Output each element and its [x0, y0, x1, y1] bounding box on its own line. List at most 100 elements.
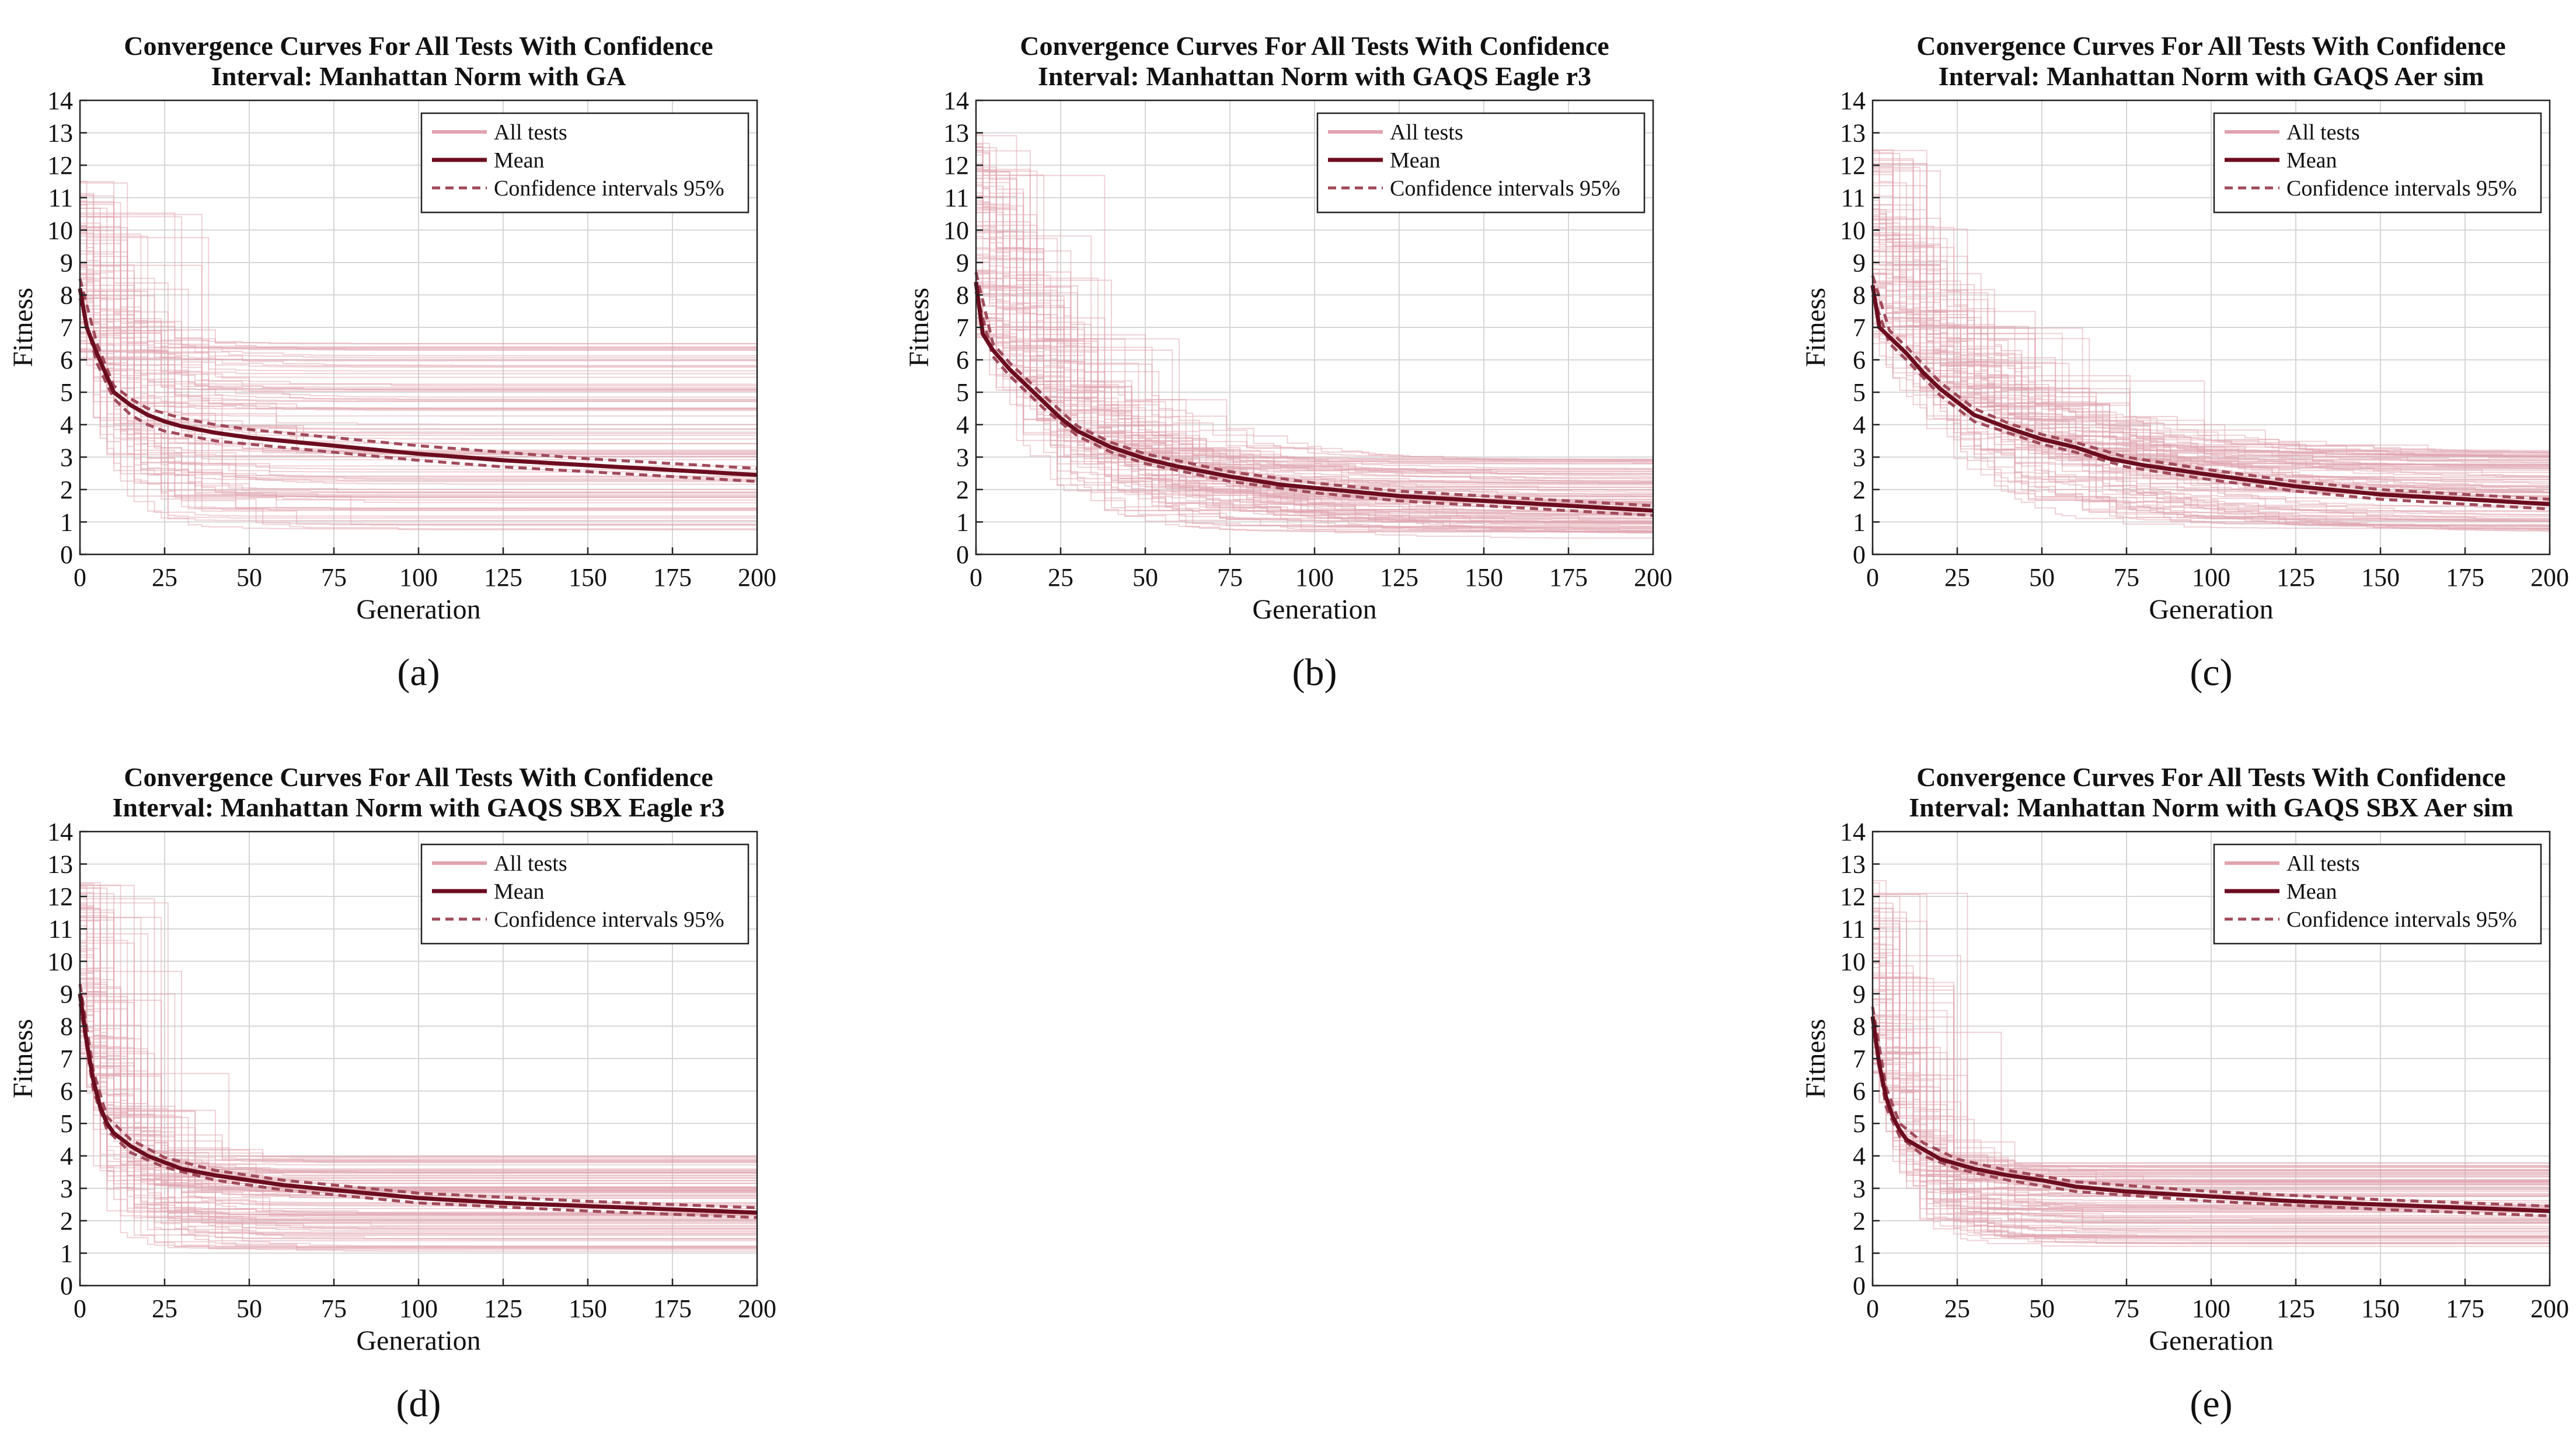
y-tick-label: 10 — [47, 216, 73, 245]
y-tick-label: 8 — [60, 281, 73, 309]
y-tick-label: 5 — [1853, 378, 1866, 407]
legend-mean-label: Mean — [494, 879, 545, 904]
legend-all-tests-label: All tests — [2286, 851, 2360, 876]
x-tick-label: 200 — [738, 563, 776, 592]
x-tick-label: 125 — [484, 563, 522, 592]
panel-label: (d) — [396, 1382, 441, 1425]
legend: All testsMeanConfidence intervals 95% — [2214, 113, 2541, 212]
chart-panel-c: 0 25 50 75 100 125 150 175 200012345678910111213… — [1800, 31, 2569, 694]
x-tick-label: 125 — [2277, 563, 2315, 592]
y-tick-label: 7 — [60, 313, 73, 342]
y-tick-label: 2 — [1853, 476, 1866, 504]
legend-mean-label: Mean — [494, 148, 545, 173]
y-tick-label: 14 — [943, 86, 969, 115]
x-tick-label: 50 — [236, 1294, 262, 1323]
x-tick-label: 75 — [1217, 563, 1243, 592]
y-tick-label: 14 — [1840, 818, 1866, 846]
y-tick-label: 6 — [1853, 346, 1866, 375]
y-axis-label: Fitness — [8, 288, 39, 367]
x-tick-label: 125 — [1380, 563, 1418, 592]
x-tick-label: 25 — [152, 1294, 177, 1323]
x-tick-label: 200 — [738, 1294, 776, 1323]
chart-title-line2: Interval: Manhattan Norm with GAQS SBX E… — [112, 792, 724, 822]
y-tick-label: 14 — [1840, 86, 1866, 115]
x-tick-label: 0 — [74, 563, 86, 592]
legend-all-tests-label: All tests — [494, 120, 567, 145]
y-tick-label: 1 — [956, 508, 969, 536]
y-tick-label: 9 — [60, 980, 73, 1008]
legend: All testsMeanConfidence intervals 95% — [1317, 113, 1644, 212]
y-tick-label: 0 — [1853, 540, 1866, 569]
y-tick-label: 0 — [60, 540, 73, 569]
y-tick-label: 7 — [1853, 1045, 1866, 1073]
figure: 0 25 50 75 100 125 150 175 200012345678910111213… — [0, 0, 2576, 1442]
y-tick-label: 1 — [1853, 1239, 1866, 1268]
x-tick-label: 75 — [2114, 1294, 2139, 1323]
x-tick-label: 25 — [1944, 1294, 1970, 1323]
y-tick-label: 12 — [1840, 882, 1866, 911]
y-tick-label: 7 — [956, 313, 969, 342]
y-tick-label: 1 — [60, 508, 73, 536]
x-tick-label: 175 — [653, 1294, 692, 1323]
y-tick-label: 13 — [943, 119, 969, 148]
y-tick-label: 9 — [60, 249, 73, 277]
x-tick-label: 0 — [74, 1294, 86, 1323]
y-tick-label: 2 — [956, 476, 969, 504]
chart-title-line2: Interval: Manhattan Norm with GA — [211, 61, 626, 91]
chart-title-line2: Interval: Manhattan Norm with GAQS Eagle… — [1038, 61, 1591, 91]
x-tick-label: 0 — [1866, 1294, 1879, 1323]
y-tick-label: 11 — [48, 184, 73, 212]
chart-panel-e: 0 25 50 75 100 125 150 175 200012345678910111213… — [1800, 762, 2569, 1425]
x-tick-label: 175 — [2446, 563, 2484, 592]
y-tick-label: 1 — [60, 1239, 73, 1268]
y-tick-label: 13 — [1840, 850, 1866, 879]
y-tick-label: 9 — [956, 249, 969, 277]
y-tick-label: 4 — [956, 411, 969, 439]
x-tick-label: 50 — [2029, 563, 2055, 592]
y-tick-label: 9 — [1853, 249, 1866, 277]
y-tick-label: 8 — [1853, 1012, 1866, 1041]
x-axis-label: Generation — [356, 1325, 480, 1356]
chart-title-line1: Convergence Curves For All Tests With Co… — [124, 762, 713, 792]
legend-ci-label: Confidence intervals 95% — [494, 176, 724, 201]
x-tick-label: 0 — [970, 563, 982, 592]
x-tick-label: 25 — [152, 563, 177, 592]
x-tick-label: 150 — [569, 563, 607, 592]
y-tick-label: 8 — [956, 281, 969, 309]
x-tick-label: 75 — [2114, 563, 2139, 592]
y-tick-label: 13 — [47, 850, 73, 879]
chart-title-line1: Convergence Curves For All Tests With Co… — [124, 31, 713, 61]
chart-panel-d: 0 25 50 75 100 125 150 175 200012345678910111213… — [8, 762, 776, 1425]
legend-all-tests-label: All tests — [1390, 120, 1463, 145]
y-tick-label: 9 — [1853, 980, 1866, 1008]
y-axis-label: Fitness — [1800, 1019, 1831, 1098]
y-tick-label: 6 — [1853, 1077, 1866, 1106]
y-tick-label: 10 — [1840, 216, 1866, 245]
y-tick-label: 11 — [48, 915, 73, 944]
y-tick-label: 0 — [60, 1272, 73, 1300]
x-tick-label: 50 — [2029, 1294, 2055, 1323]
chart-panel-a: 0 25 50 75 100 125 150 175 200012345678910111213… — [8, 31, 776, 694]
y-tick-label: 3 — [60, 443, 73, 472]
y-tick-label: 13 — [1840, 119, 1866, 148]
x-tick-label: 150 — [569, 1294, 607, 1323]
y-tick-label: 10 — [943, 216, 969, 245]
y-tick-label: 4 — [1853, 1142, 1866, 1171]
legend-ci-label: Confidence intervals 95% — [2286, 907, 2517, 932]
x-axis-label: Generation — [2149, 1325, 2273, 1356]
legend-ci-label: Confidence intervals 95% — [494, 907, 724, 932]
y-axis-label: Fitness — [1800, 288, 1831, 367]
y-tick-label: 13 — [47, 119, 73, 148]
y-tick-label: 11 — [944, 184, 969, 212]
y-tick-label: 12 — [1840, 151, 1866, 180]
y-tick-label: 12 — [47, 882, 73, 911]
y-tick-label: 2 — [60, 476, 73, 504]
x-tick-label: 75 — [321, 563, 347, 592]
y-tick-label: 7 — [60, 1045, 73, 1073]
panel-label: (e) — [2190, 1382, 2232, 1425]
y-tick-label: 8 — [1853, 281, 1866, 309]
chart-panel-b: 0 25 50 75 100 125 150 175 200012345678910111213… — [904, 31, 1672, 694]
x-axis-label: Generation — [356, 594, 480, 625]
x-tick-label: 75 — [321, 1294, 347, 1323]
y-tick-label: 5 — [956, 378, 969, 407]
